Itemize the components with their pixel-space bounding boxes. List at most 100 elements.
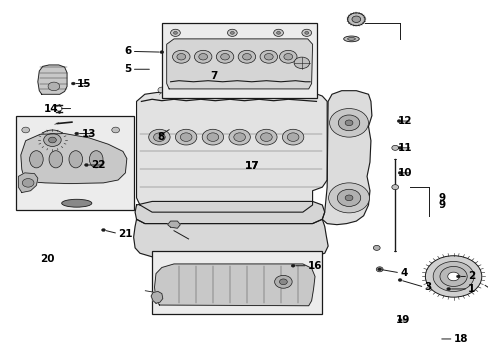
Text: 5: 5	[124, 64, 131, 74]
Text: 17: 17	[244, 161, 259, 171]
Circle shape	[255, 129, 277, 145]
Text: 19: 19	[395, 315, 409, 325]
Circle shape	[230, 31, 234, 34]
Circle shape	[223, 87, 231, 93]
Circle shape	[227, 29, 237, 36]
Ellipse shape	[347, 37, 355, 40]
Polygon shape	[322, 91, 371, 225]
Polygon shape	[136, 93, 326, 212]
Circle shape	[337, 189, 360, 206]
Circle shape	[206, 133, 218, 141]
Circle shape	[148, 129, 170, 145]
Circle shape	[55, 106, 62, 111]
Circle shape	[338, 115, 359, 131]
Circle shape	[260, 133, 272, 141]
Text: 10: 10	[397, 168, 411, 178]
Circle shape	[238, 50, 255, 63]
Text: 2: 2	[467, 271, 474, 282]
Circle shape	[276, 31, 280, 34]
Circle shape	[160, 51, 163, 54]
Circle shape	[446, 288, 450, 291]
Circle shape	[397, 147, 401, 149]
Circle shape	[304, 31, 308, 34]
Circle shape	[279, 279, 287, 285]
Circle shape	[22, 179, 34, 187]
Circle shape	[288, 87, 296, 93]
Bar	[162, 23, 317, 98]
Circle shape	[177, 54, 185, 60]
Circle shape	[301, 29, 311, 36]
Circle shape	[112, 127, 119, 133]
Text: 8: 8	[157, 132, 164, 142]
Ellipse shape	[69, 151, 82, 168]
Circle shape	[71, 82, 75, 85]
Circle shape	[201, 87, 209, 93]
Ellipse shape	[89, 151, 103, 168]
Circle shape	[284, 54, 292, 60]
Circle shape	[170, 29, 180, 36]
Circle shape	[48, 82, 60, 91]
Circle shape	[396, 120, 400, 122]
Circle shape	[220, 54, 229, 60]
Circle shape	[397, 319, 401, 321]
Polygon shape	[133, 219, 327, 257]
Circle shape	[48, 137, 56, 143]
Circle shape	[216, 50, 233, 63]
Circle shape	[194, 50, 211, 63]
Ellipse shape	[61, 199, 92, 207]
Circle shape	[279, 50, 296, 63]
Text: 20: 20	[40, 254, 55, 264]
Text: 4: 4	[399, 268, 407, 278]
Polygon shape	[135, 202, 324, 224]
Text: 16: 16	[307, 261, 322, 271]
Circle shape	[351, 16, 360, 22]
Circle shape	[391, 145, 398, 150]
Bar	[152, 251, 322, 314]
Circle shape	[153, 133, 165, 141]
Circle shape	[245, 87, 253, 93]
Ellipse shape	[30, 151, 43, 168]
Bar	[16, 116, 133, 210]
Circle shape	[39, 130, 66, 150]
Circle shape	[456, 275, 459, 278]
Circle shape	[345, 120, 352, 126]
Circle shape	[282, 129, 303, 145]
Text: 9: 9	[438, 200, 445, 210]
Polygon shape	[167, 221, 180, 228]
Text: 17: 17	[244, 161, 259, 171]
Circle shape	[287, 133, 298, 141]
Text: 11: 11	[397, 143, 411, 153]
Circle shape	[397, 279, 401, 282]
Circle shape	[274, 275, 291, 288]
Circle shape	[397, 171, 401, 174]
Circle shape	[75, 132, 79, 135]
Text: 15: 15	[77, 78, 91, 89]
Circle shape	[102, 229, 105, 231]
Polygon shape	[21, 134, 126, 184]
Text: 18: 18	[453, 334, 467, 344]
Circle shape	[293, 57, 309, 68]
Text: 13: 13	[81, 129, 96, 139]
Circle shape	[264, 54, 273, 60]
Circle shape	[377, 268, 381, 271]
Circle shape	[175, 129, 197, 145]
Circle shape	[180, 133, 192, 141]
Circle shape	[372, 246, 379, 250]
Text: 22: 22	[91, 160, 106, 170]
Polygon shape	[151, 292, 163, 303]
Circle shape	[260, 50, 277, 63]
Text: 1: 1	[467, 284, 474, 294]
Ellipse shape	[49, 151, 62, 168]
Circle shape	[425, 256, 481, 297]
Text: 7: 7	[210, 71, 217, 81]
Circle shape	[202, 129, 223, 145]
Text: 12: 12	[397, 116, 411, 126]
Circle shape	[199, 54, 207, 60]
Circle shape	[391, 185, 398, 190]
Text: 3: 3	[424, 282, 431, 292]
Circle shape	[228, 129, 250, 145]
Circle shape	[432, 261, 473, 292]
Circle shape	[447, 272, 458, 281]
Polygon shape	[166, 39, 312, 89]
Circle shape	[345, 195, 352, 201]
